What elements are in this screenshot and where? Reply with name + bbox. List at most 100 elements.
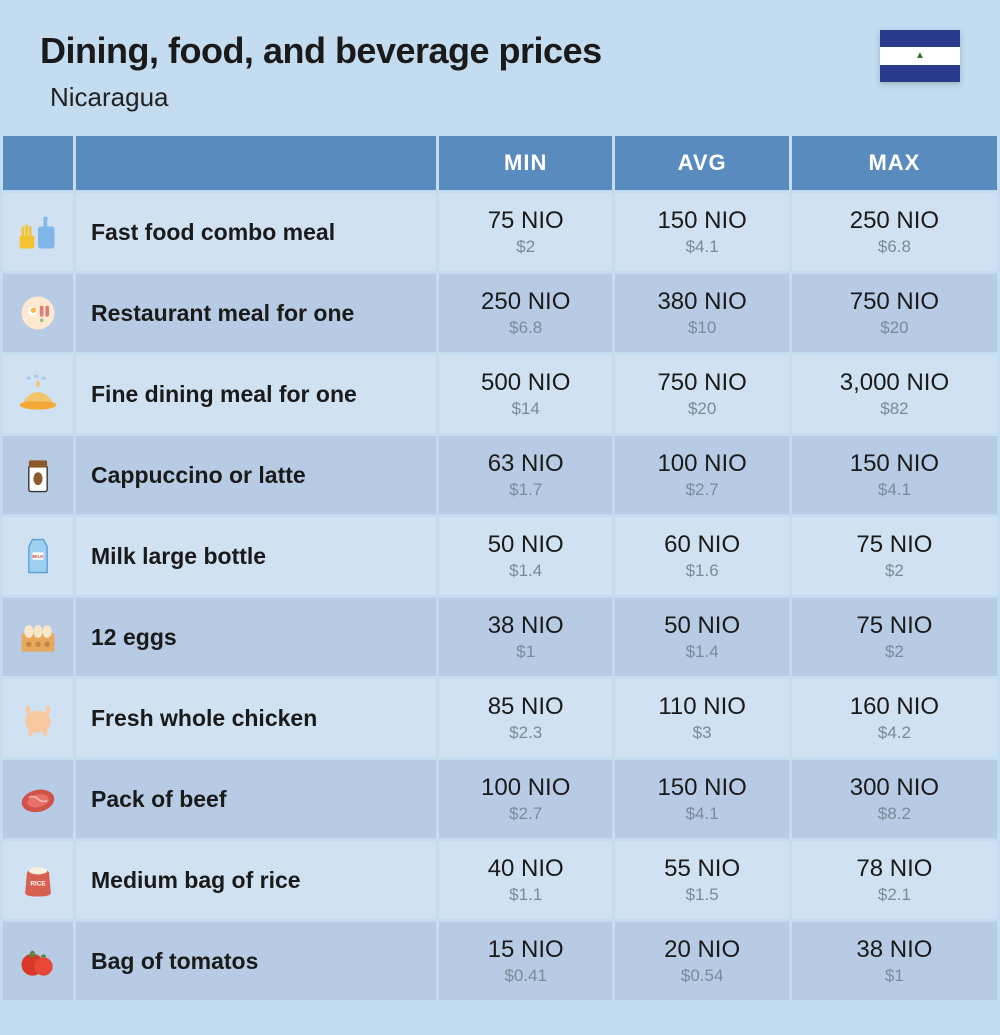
price-usd: $20 bbox=[802, 318, 987, 338]
chicken-icon bbox=[3, 679, 73, 757]
table-row: Pack of beef100 NIO$2.7150 NIO$4.1300 NI… bbox=[3, 760, 997, 838]
price-local: 250 NIO bbox=[449, 288, 602, 316]
price-usd: $2 bbox=[449, 237, 602, 257]
price-local: 300 NIO bbox=[802, 774, 987, 802]
price-cell-max: 150 NIO$4.1 bbox=[792, 436, 997, 514]
rice-icon: RICE bbox=[3, 841, 73, 919]
price-local: 380 NIO bbox=[625, 288, 778, 316]
price-local: 100 NIO bbox=[625, 450, 778, 478]
col-icon bbox=[3, 136, 73, 190]
price-cell-avg: 150 NIO$4.1 bbox=[615, 760, 788, 838]
price-cell-min: 250 NIO$6.8 bbox=[439, 274, 612, 352]
restaurant-icon bbox=[3, 274, 73, 352]
price-cell-min: 85 NIO$2.3 bbox=[439, 679, 612, 757]
price-cell-avg: 60 NIO$1.6 bbox=[615, 517, 788, 595]
price-local: 750 NIO bbox=[625, 369, 778, 397]
price-usd: $14 bbox=[449, 399, 602, 419]
price-local: 75 NIO bbox=[449, 207, 602, 235]
price-cell-avg: 380 NIO$10 bbox=[615, 274, 788, 352]
price-usd: $4.1 bbox=[625, 237, 778, 257]
price-table: MIN AVG MAX Fast food combo meal75 NIO$2… bbox=[0, 133, 1000, 1003]
price-local: 75 NIO bbox=[802, 531, 987, 559]
price-local: 250 NIO bbox=[802, 207, 987, 235]
col-label bbox=[76, 136, 436, 190]
price-local: 38 NIO bbox=[802, 936, 987, 964]
fastfood-icon bbox=[3, 193, 73, 271]
price-usd: $82 bbox=[802, 399, 987, 419]
page-title: Dining, food, and beverage prices bbox=[40, 30, 602, 72]
price-cell-min: 50 NIO$1.4 bbox=[439, 517, 612, 595]
price-cell-min: 40 NIO$1.1 bbox=[439, 841, 612, 919]
price-local: 3,000 NIO bbox=[802, 369, 987, 397]
price-usd: $2.7 bbox=[625, 480, 778, 500]
price-local: 150 NIO bbox=[802, 450, 987, 478]
price-cell-max: 38 NIO$1 bbox=[792, 922, 997, 1000]
table-row: 12 eggs38 NIO$150 NIO$1.475 NIO$2 bbox=[3, 598, 997, 676]
item-label: Milk large bottle bbox=[76, 517, 436, 595]
table-row: RICEMedium bag of rice40 NIO$1.155 NIO$1… bbox=[3, 841, 997, 919]
price-local: 40 NIO bbox=[449, 855, 602, 883]
price-local: 50 NIO bbox=[449, 531, 602, 559]
price-usd: $0.54 bbox=[625, 966, 778, 986]
price-cell-avg: 20 NIO$0.54 bbox=[615, 922, 788, 1000]
price-usd: $2.3 bbox=[449, 723, 602, 743]
price-cell-avg: 55 NIO$1.5 bbox=[615, 841, 788, 919]
price-usd: $4.2 bbox=[802, 723, 987, 743]
price-local: 150 NIO bbox=[625, 207, 778, 235]
price-cell-avg: 150 NIO$4.1 bbox=[615, 193, 788, 271]
price-cell-max: 160 NIO$4.2 bbox=[792, 679, 997, 757]
price-cell-min: 63 NIO$1.7 bbox=[439, 436, 612, 514]
col-min: MIN bbox=[439, 136, 612, 190]
price-local: 15 NIO bbox=[449, 936, 602, 964]
price-cell-min: 500 NIO$14 bbox=[439, 355, 612, 433]
svg-text:RICE: RICE bbox=[30, 881, 46, 888]
price-usd: $8.2 bbox=[802, 804, 987, 824]
price-usd: $0.41 bbox=[449, 966, 602, 986]
finedining-icon bbox=[3, 355, 73, 433]
price-usd: $10 bbox=[625, 318, 778, 338]
price-cell-min: 75 NIO$2 bbox=[439, 193, 612, 271]
item-label: Pack of beef bbox=[76, 760, 436, 838]
col-max: MAX bbox=[792, 136, 997, 190]
item-label: Fast food combo meal bbox=[76, 193, 436, 271]
price-cell-max: 75 NIO$2 bbox=[792, 598, 997, 676]
price-cell-max: 750 NIO$20 bbox=[792, 274, 997, 352]
table-row: Bag of tomatos15 NIO$0.4120 NIO$0.5438 N… bbox=[3, 922, 997, 1000]
page-header: Dining, food, and beverage prices Nicara… bbox=[0, 0, 1000, 133]
price-usd: $4.1 bbox=[625, 804, 778, 824]
eggs-icon bbox=[3, 598, 73, 676]
price-local: 75 NIO bbox=[802, 612, 987, 640]
price-cell-avg: 50 NIO$1.4 bbox=[615, 598, 788, 676]
price-usd: $4.1 bbox=[802, 480, 987, 500]
item-label: Cappuccino or latte bbox=[76, 436, 436, 514]
price-usd: $1.4 bbox=[449, 561, 602, 581]
price-usd: $1 bbox=[449, 642, 602, 662]
price-local: 160 NIO bbox=[802, 693, 987, 721]
col-avg: AVG bbox=[615, 136, 788, 190]
item-label: Fresh whole chicken bbox=[76, 679, 436, 757]
price-usd: $1.4 bbox=[625, 642, 778, 662]
price-cell-max: 250 NIO$6.8 bbox=[792, 193, 997, 271]
price-usd: $1 bbox=[802, 966, 987, 986]
price-cell-max: 78 NIO$2.1 bbox=[792, 841, 997, 919]
price-local: 60 NIO bbox=[625, 531, 778, 559]
price-cell-min: 38 NIO$1 bbox=[439, 598, 612, 676]
table-row: Cappuccino or latte63 NIO$1.7 100 NIO$2.7… bbox=[3, 436, 997, 514]
price-local: 50 NIO bbox=[625, 612, 778, 640]
price-local: 110 NIO bbox=[625, 693, 778, 721]
item-label: Bag of tomatos bbox=[76, 922, 436, 1000]
price-local: 750 NIO bbox=[802, 288, 987, 316]
price-cell-max: 300 NIO$8.2 bbox=[792, 760, 997, 838]
table-row: Fast food combo meal75 NIO$2150 NIO$4.12… bbox=[3, 193, 997, 271]
country-name: Nicaragua bbox=[50, 82, 602, 113]
price-local: 38 NIO bbox=[449, 612, 602, 640]
price-local: 500 NIO bbox=[449, 369, 602, 397]
beef-icon bbox=[3, 760, 73, 838]
price-local: 78 NIO bbox=[802, 855, 987, 883]
price-usd: $1.5 bbox=[625, 885, 778, 905]
price-usd: $1.6 bbox=[625, 561, 778, 581]
svg-text:MILK: MILK bbox=[32, 554, 44, 559]
item-label: Restaurant meal for one bbox=[76, 274, 436, 352]
price-usd: $2 bbox=[802, 642, 987, 662]
price-usd: $6.8 bbox=[802, 237, 987, 257]
